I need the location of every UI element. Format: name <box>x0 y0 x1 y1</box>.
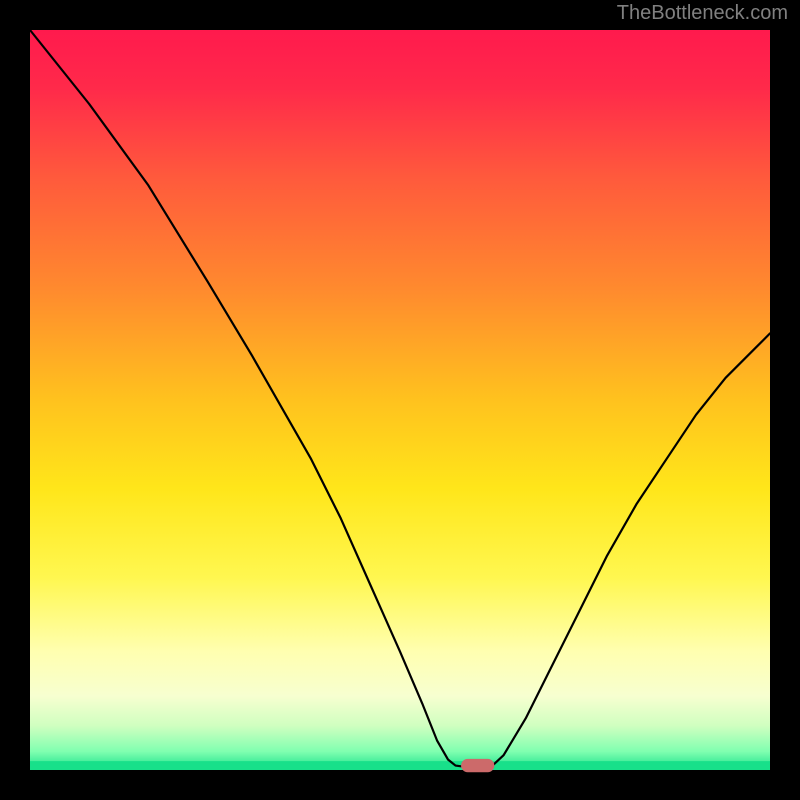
baseline-band <box>30 761 770 770</box>
optimal-point-marker <box>461 759 494 772</box>
plot-background <box>30 30 770 770</box>
watermark-text: TheBottleneck.com <box>617 2 788 25</box>
chart-svg <box>0 0 800 800</box>
bottleneck-chart: TheBottleneck.com <box>0 0 800 800</box>
